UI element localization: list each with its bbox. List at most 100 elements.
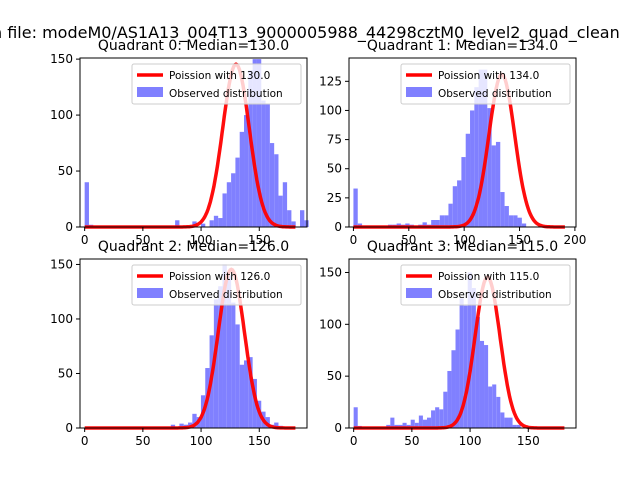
histogram-bar: [353, 407, 358, 428]
x-tick-label: 150: [517, 434, 540, 448]
histogram-bar: [231, 302, 236, 428]
histogram-bar: [512, 424, 517, 428]
histogram-bar: [521, 223, 527, 227]
axes-frame: [348, 57, 577, 228]
axes-frame: [79, 57, 308, 228]
legend: Poission with 134.0 Observed distribution: [400, 63, 571, 105]
histogram-bar: [244, 115, 249, 227]
histogram-bar: [209, 220, 214, 227]
y-tick-label: 100: [50, 312, 73, 326]
histogram-bar: [488, 386, 493, 428]
histogram-bar: [274, 422, 279, 428]
histogram-bar: [300, 210, 305, 227]
y-tick-label: 100: [319, 103, 342, 117]
histogram-bar: [431, 220, 436, 227]
x-tick-label: 0: [350, 434, 358, 448]
legend-label-poisson: Poission with 130.0: [169, 70, 270, 82]
histogram-bar: [478, 69, 483, 227]
histogram-bar: [461, 157, 466, 227]
histogram-bar: [304, 220, 309, 227]
histogram-bar: [484, 345, 489, 428]
y-tick-label: 0: [65, 421, 73, 435]
y-tick-label: 150: [50, 52, 73, 66]
quadrant-2-title: Quadrant 2: Median=126.0: [98, 239, 289, 255]
histogram-bar: [402, 422, 407, 428]
histogram-bar: [235, 157, 240, 227]
x-tick-label: 100: [453, 233, 476, 247]
x-tick-label: 150: [248, 233, 271, 247]
axes-frame: [79, 258, 308, 429]
histogram-bar: [200, 223, 206, 227]
histogram-bar: [513, 215, 518, 227]
histogram-bar: [435, 407, 440, 428]
histogram-bar: [218, 218, 223, 227]
y-tick-label: 100: [319, 317, 342, 331]
quadrant-3-title: Quadrant 3: Median=115.0: [367, 239, 558, 255]
histogram-bar: [261, 100, 266, 227]
y-tick-label: 25: [327, 191, 342, 205]
histogram-bar: [422, 419, 427, 428]
histogram-bar: [414, 422, 419, 428]
legend-label-poisson: Poission with 115.0: [438, 271, 539, 283]
histogram-bar: [244, 360, 249, 428]
quadrant-0-title: Quadrant 0: Median=130.0: [98, 38, 289, 54]
legend: Poission with 126.0 Observed distribution: [131, 264, 302, 306]
x-tick-label: 0: [350, 233, 358, 247]
histogram-bar: [222, 264, 227, 428]
x-tick-label: 200: [563, 233, 586, 247]
legend-box: [131, 63, 302, 105]
histogram-bar: [175, 220, 180, 227]
y-tick-label: 100: [50, 108, 73, 122]
histogram-bar: [353, 188, 358, 227]
histogram-bar: [500, 412, 505, 428]
histogram-bar: [455, 329, 460, 428]
histogram-bar: [218, 286, 223, 428]
quadrant-3-panel: Quadrant 3: Median=115.0 0 50 100 150 0 50 100 1…: [319, 239, 577, 448]
legend-label-observed: Observed distribution: [169, 88, 283, 100]
quadrant-2-panel: Quadrant 2: Median=126.0 0 50 100 150 0 50 100 1…: [50, 239, 308, 448]
histogram-bar: [496, 396, 501, 428]
y-tick-label: 0: [65, 220, 73, 234]
quadrant-1-title: Quadrant 1: Median=134.0: [367, 38, 558, 54]
histogram-bar: [287, 210, 292, 227]
legend-label-observed: Observed distribution: [438, 88, 552, 100]
y-tick-label: 150: [50, 257, 73, 271]
histogram-bar: [516, 424, 521, 428]
y-tick-label: 0: [334, 421, 342, 435]
histogram-bar: [410, 419, 415, 428]
histogram-bar: [471, 288, 476, 428]
x-tick-label: 100: [190, 233, 213, 247]
x-tick-label: 150: [508, 233, 531, 247]
histogram-bar: [435, 220, 440, 227]
legend-box: [131, 264, 302, 306]
histogram-bar: [479, 340, 485, 428]
histogram-bar: [451, 350, 456, 428]
x-tick-label: 100: [459, 434, 482, 448]
x-tick-label: 50: [404, 434, 419, 448]
histogram-bar: [226, 182, 232, 227]
histogram-bar: [444, 215, 449, 227]
histogram-bar: [465, 133, 471, 227]
histogram-bar: [256, 59, 262, 228]
histogram-bar: [500, 192, 505, 227]
histogram-bar: [463, 305, 468, 428]
histogram-bar: [439, 215, 445, 227]
histogram-bar: [508, 417, 513, 428]
legend-hist-swatch: [406, 288, 432, 298]
histogram-bar: [231, 173, 236, 227]
histogram-bar: [282, 182, 288, 227]
legend: Poission with 130.0 Observed distribution: [131, 63, 302, 105]
histogram-bar: [278, 195, 283, 227]
x-tick-label: 50: [401, 233, 416, 247]
legend-box: [400, 264, 571, 306]
histogram-bar: [517, 217, 522, 227]
legend-box: [400, 63, 571, 105]
legend-hist-swatch: [406, 87, 432, 97]
histogram-bar: [213, 215, 219, 227]
x-tick-label: 50: [135, 434, 150, 448]
histogram-bar: [426, 417, 432, 428]
y-tick-label: 125: [319, 74, 342, 88]
figure-suptitle: n file: modeM0/AS1A13_004T13_9000005988_…: [0, 23, 620, 43]
y-tick-label: 75: [327, 133, 342, 147]
histogram-bar: [504, 206, 509, 227]
